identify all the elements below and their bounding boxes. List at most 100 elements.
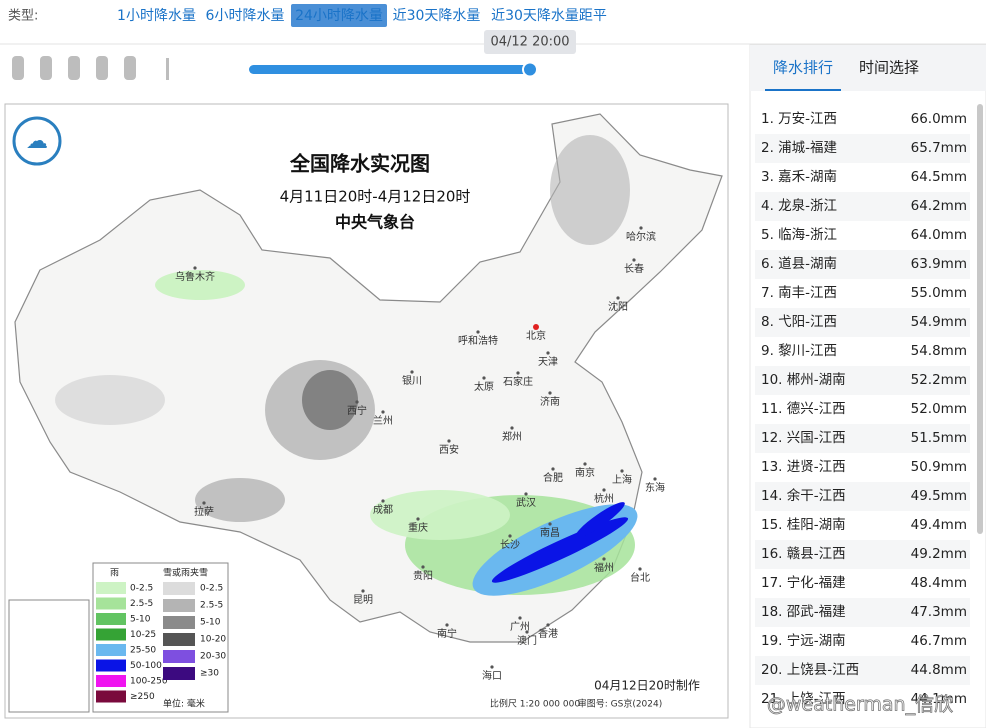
legend-swatch xyxy=(163,616,195,629)
blurred-icons xyxy=(12,56,169,80)
city-dot xyxy=(510,426,514,430)
city-label: 石家庄 xyxy=(503,375,533,388)
rank-name[interactable]: 9. 黎川-江西 xyxy=(761,343,837,359)
city-dot xyxy=(447,439,451,443)
rank-name[interactable]: 18. 邵武-福建 xyxy=(761,604,846,620)
city-dot xyxy=(551,467,555,471)
city-label: 香港 xyxy=(538,628,558,640)
city-label: 广州 xyxy=(510,621,530,633)
legend-label: 2.5-5 xyxy=(200,601,223,611)
rank-name[interactable]: 10. 郴州-湖南 xyxy=(761,372,846,388)
city-label: 拉萨 xyxy=(194,505,214,518)
panel-tab[interactable]: 时间选择 xyxy=(859,59,919,77)
legend-label: 50-100 xyxy=(130,661,162,671)
approval: 审图号: GS京(2024) xyxy=(578,698,663,710)
legend-swatch xyxy=(96,628,126,641)
city-dot xyxy=(602,557,606,561)
rank-name[interactable]: 2. 浦城-福建 xyxy=(761,140,837,156)
type-tab[interactable]: 6小时降水量 xyxy=(206,8,285,24)
city-label: 呼和浩特 xyxy=(458,335,498,347)
city-label: 成都 xyxy=(373,504,393,516)
city-label: 南昌 xyxy=(540,526,560,539)
rank-name[interactable]: 20. 上饶县-江西 xyxy=(761,662,859,678)
rank-name[interactable]: 21. 上饶-江西 xyxy=(761,691,846,707)
city-dot xyxy=(653,477,657,481)
city-dot xyxy=(416,517,420,521)
city-label: 西宁 xyxy=(347,404,367,417)
city-dot xyxy=(620,469,624,473)
city-dot xyxy=(482,376,486,380)
city-label: 太原 xyxy=(474,380,494,393)
rank-name[interactable]: 1. 万安-江西 xyxy=(761,111,837,127)
city-label: 合肥 xyxy=(543,471,563,484)
legend-swatch xyxy=(96,613,126,625)
rank-value: 50.9mm xyxy=(911,459,967,475)
slider-track[interactable] xyxy=(249,65,532,74)
map-issuer: 中央气象台 xyxy=(335,213,415,232)
city-label: 郑州 xyxy=(502,430,522,443)
rank-name[interactable]: 15. 桂阳-湖南 xyxy=(761,517,846,533)
row-bg xyxy=(755,134,970,163)
rank-value: 44.1mm xyxy=(911,691,967,707)
city-label: 天津 xyxy=(538,356,558,368)
legend-swatch xyxy=(96,690,126,703)
rank-value: 55.0mm xyxy=(911,285,967,301)
map-period: 4月11日20时-4月12日20时 xyxy=(280,188,471,206)
rank-name[interactable]: 14. 余干-江西 xyxy=(761,487,846,504)
rank-name[interactable]: 13. 进贤-江西 xyxy=(761,459,846,475)
type-tab[interactable]: 近30天降水量距平 xyxy=(491,8,607,24)
row-bg xyxy=(755,656,970,685)
rank-name[interactable]: 3. 嘉禾-湖南 xyxy=(761,169,837,185)
city-label: 上海 xyxy=(612,473,632,486)
city-label: 乌鲁木齐 xyxy=(175,270,215,283)
rank-value: 49.5mm xyxy=(911,488,967,504)
city-dot xyxy=(490,665,494,669)
city-dot xyxy=(202,501,206,505)
rank-value: 65.7mm xyxy=(911,140,967,156)
rank-name[interactable]: 16. 赣县-江西 xyxy=(761,546,846,562)
city-label: 福州 xyxy=(594,561,614,574)
legend-title: 雨 xyxy=(110,568,119,579)
row-bg xyxy=(755,250,970,279)
legend-swatch xyxy=(163,667,195,680)
rank-value: 64.0mm xyxy=(911,227,967,243)
city-dot xyxy=(546,623,550,627)
city-dot xyxy=(583,462,587,466)
panel-tab[interactable]: 降水排行 xyxy=(773,59,833,77)
watermark: @weatherman_信欣 xyxy=(767,694,953,716)
legend-swatch xyxy=(96,597,126,610)
type-tab[interactable]: 1小时降水量 xyxy=(117,8,196,24)
city-dot xyxy=(361,589,365,593)
rank-name[interactable]: 5. 临海-浙江 xyxy=(761,227,837,243)
rank-value: 52.2mm xyxy=(911,372,967,388)
legend-swatch xyxy=(96,675,126,687)
logo-glyph: ☁ xyxy=(26,129,48,154)
row-bg xyxy=(755,308,970,337)
rank-name[interactable]: 17. 宁化-福建 xyxy=(761,574,846,591)
city-dot xyxy=(516,371,520,375)
city-label: 银川 xyxy=(402,374,422,387)
rank-name[interactable]: 8. 弋阳-江西 xyxy=(761,314,837,330)
legend-swatch xyxy=(96,644,126,656)
rank-name[interactable]: 12. 兴国-江西 xyxy=(761,430,846,446)
type-tab[interactable]: 近30天降水量 xyxy=(393,8,481,24)
scrollbar[interactable] xyxy=(977,104,983,534)
rank-name[interactable]: 11. 德兴-江西 xyxy=(761,401,846,417)
legend-swatch xyxy=(163,633,195,646)
rank-name[interactable]: 19. 宁远-湖南 xyxy=(761,632,846,649)
city-dot xyxy=(410,370,414,374)
rank-name[interactable]: 7. 南丰-江西 xyxy=(761,285,837,301)
rank-value: 48.4mm xyxy=(911,575,967,591)
city-label: 北京 xyxy=(526,329,546,342)
slider-knob[interactable] xyxy=(522,61,538,78)
map: ☁ 全国降水实况图 4月11日20时-4月12日20时 中央气象台 04月12日… xyxy=(4,103,729,719)
rank-name[interactable]: 6. 道县-湖南 xyxy=(761,256,837,272)
legend-label: 2.5-5 xyxy=(130,599,153,609)
rank-name[interactable]: 4. 龙泉-浙江 xyxy=(761,197,837,214)
type-tab[interactable]: 24小时降水量 xyxy=(295,8,383,24)
city-label: 重庆 xyxy=(408,521,428,534)
panel-tab-underline xyxy=(765,89,841,91)
legend-swatch xyxy=(163,599,195,612)
